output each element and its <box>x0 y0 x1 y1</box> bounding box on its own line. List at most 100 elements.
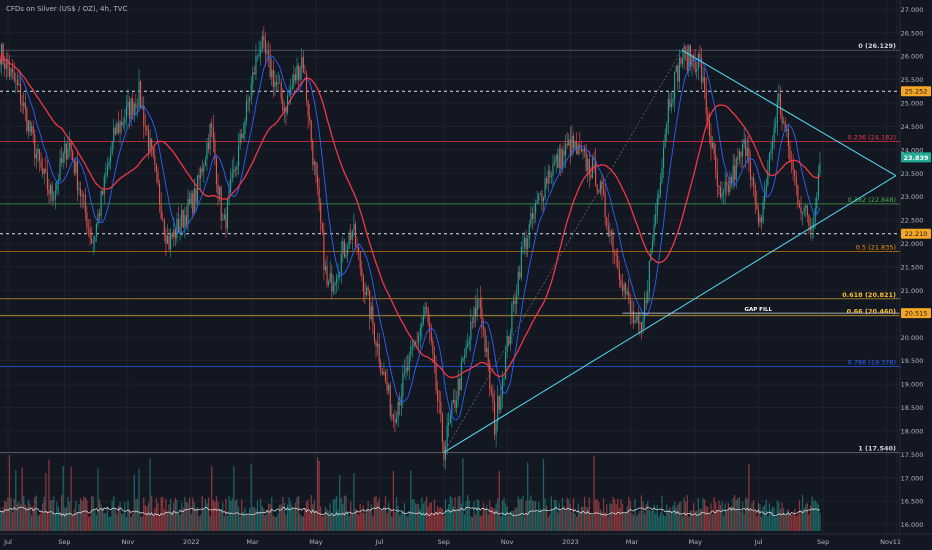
candle-body <box>642 318 644 330</box>
volume-bar <box>637 513 639 531</box>
volume-bar <box>78 503 80 531</box>
volume-bar <box>100 504 102 531</box>
candle-body <box>506 336 508 352</box>
candle-body <box>416 341 418 343</box>
volume-bar <box>659 512 662 531</box>
candle-body <box>43 168 45 174</box>
volume-bar <box>536 512 538 531</box>
candle-body <box>403 372 406 374</box>
candle-body <box>166 235 169 244</box>
volume-bar <box>607 516 609 531</box>
candle-body <box>719 187 721 198</box>
volume-bar <box>610 503 613 531</box>
candle-body <box>718 185 720 188</box>
candle-body <box>749 161 752 180</box>
volume-bar <box>364 513 366 531</box>
volume-bar <box>389 509 391 531</box>
candle-body <box>629 299 631 312</box>
volume-bar <box>258 511 260 531</box>
candle-body <box>473 307 475 323</box>
time-axis[interactable]: Jul Sep Nov 2022 Mar May Jul Sep Nov 2023 Mar May Ju… <box>3 538 901 546</box>
volume-bar <box>741 501 744 531</box>
volume-bar <box>740 511 742 531</box>
candle-body <box>45 168 47 173</box>
volume-bar <box>234 500 237 531</box>
candle-body <box>0 64 1 66</box>
candle-body <box>595 159 597 186</box>
candle-body <box>165 233 167 244</box>
candle-body <box>225 214 227 229</box>
volume-bar <box>226 515 229 531</box>
volume-bar <box>414 503 417 531</box>
volume-bar <box>527 462 529 531</box>
volume-bar <box>564 510 567 531</box>
candle-body <box>247 100 249 102</box>
volume-bar <box>158 515 161 531</box>
candle-body <box>729 177 731 192</box>
volume-bar <box>606 504 608 531</box>
candle-body <box>399 401 401 406</box>
volume-bar <box>87 516 90 531</box>
fibonacci-retracement[interactable]: 0 (26.129) 0.236 (24.182) 0.382 (22.848) 0.… <box>0 42 900 453</box>
trendlines[interactable] <box>443 49 897 453</box>
candle-body <box>217 183 219 195</box>
candle-body <box>413 344 415 346</box>
candle-body <box>552 163 554 176</box>
candle-body <box>171 233 173 238</box>
volume-bar <box>187 502 189 531</box>
volume-bar <box>806 502 808 531</box>
volume-bar <box>539 508 541 531</box>
volume-bar <box>370 504 372 531</box>
candle-body <box>681 58 684 64</box>
horizontal-levels[interactable] <box>0 90 900 235</box>
volume-bar <box>146 506 148 531</box>
candle-body <box>274 81 276 88</box>
candle-body <box>776 100 778 124</box>
volume-bar <box>568 499 570 531</box>
volume-bar <box>102 508 104 531</box>
candle-body <box>38 149 41 161</box>
candle-body <box>775 123 777 128</box>
candle-body <box>762 202 764 223</box>
volume-bar <box>168 504 170 531</box>
candle-body <box>143 105 145 127</box>
candle-body <box>121 121 123 126</box>
volume-bar <box>83 496 85 531</box>
volume-bar <box>580 506 583 531</box>
candle-body <box>727 185 729 192</box>
volume-bar <box>762 506 764 531</box>
volume-bar <box>819 512 821 531</box>
volume-bar <box>113 496 115 531</box>
volume-bar <box>331 515 333 531</box>
candle-body <box>789 146 791 161</box>
volume-bar <box>8 455 11 531</box>
volume-bar <box>601 511 603 531</box>
candle-body <box>351 230 353 240</box>
volume-bar <box>301 516 303 531</box>
volume-bar <box>95 515 98 531</box>
volume-bar <box>729 508 731 531</box>
volume-bar <box>293 509 295 531</box>
candle-body <box>514 300 516 305</box>
time-tick-label: Jul <box>754 538 763 546</box>
volume-bar <box>354 508 357 531</box>
candle-body <box>129 101 131 119</box>
candle-body <box>784 121 786 131</box>
volume-bar <box>217 501 219 531</box>
candle-body <box>48 189 50 195</box>
volume-bar <box>678 502 680 531</box>
volume-bar <box>350 501 352 531</box>
candle-body <box>688 45 690 71</box>
volume-bar <box>544 498 546 531</box>
price-tick-label: 24.000 <box>901 146 924 154</box>
candle-body <box>283 108 285 111</box>
volume-bar <box>553 500 556 531</box>
candle-body <box>685 46 687 50</box>
volume-bar <box>256 500 259 531</box>
volume-bar <box>770 509 772 531</box>
volume-bar <box>716 510 718 531</box>
volume-bar <box>54 513 56 531</box>
candle-body <box>320 202 322 224</box>
volume-bar <box>67 496 69 531</box>
